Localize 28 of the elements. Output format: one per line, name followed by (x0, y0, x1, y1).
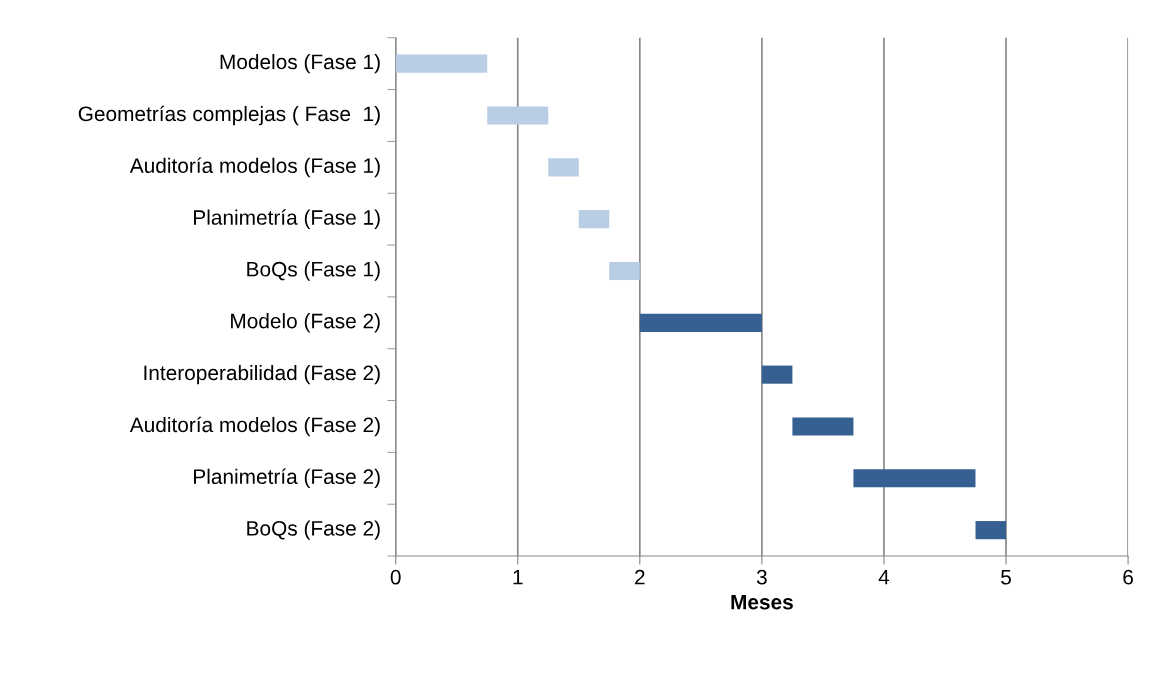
y-tick-label: Modelo (Fase 2) (231, 313, 380, 333)
y-tick-label: Planimetría (Fase 2) (194, 468, 380, 489)
y-tick-label: Auditoría modelos (Fase 1) (129, 157, 380, 178)
bar (639, 313, 762, 332)
y-tick-label: Interoperabilidad (Fase 2) (144, 364, 380, 385)
bar (761, 365, 793, 384)
x-tick-label: 6 (1123, 569, 1133, 585)
x-tick-label: 2 (635, 569, 645, 585)
bar (548, 158, 579, 177)
y-tick-label: Planimetría (Fase 1) (194, 209, 380, 229)
bar (395, 54, 488, 73)
x-tick-label: 0 (390, 569, 401, 585)
y-tick-label: Auditoría modelos (Fase 2) (129, 416, 380, 437)
bar (578, 210, 610, 229)
y-tick-label: BoQs (Fase 1) (247, 261, 380, 281)
x-tick-label: 3 (756, 569, 767, 585)
bar (609, 261, 640, 281)
bar (487, 106, 549, 125)
bar (792, 417, 854, 436)
bar (975, 521, 1007, 540)
x-tick-label: 5 (1001, 570, 1011, 585)
x-tick-label: 1 (513, 570, 523, 585)
y-tick-label: BoQs (Fase 2) (247, 520, 380, 540)
bar (853, 469, 976, 488)
x-axis-title: Meses (731, 594, 793, 610)
y-tick-label: Geometrías complejas ( Fase 1) (78, 105, 380, 126)
y-tick-label: Modelos (Fase 1) (220, 53, 380, 74)
x-tick-label: 4 (878, 570, 890, 585)
